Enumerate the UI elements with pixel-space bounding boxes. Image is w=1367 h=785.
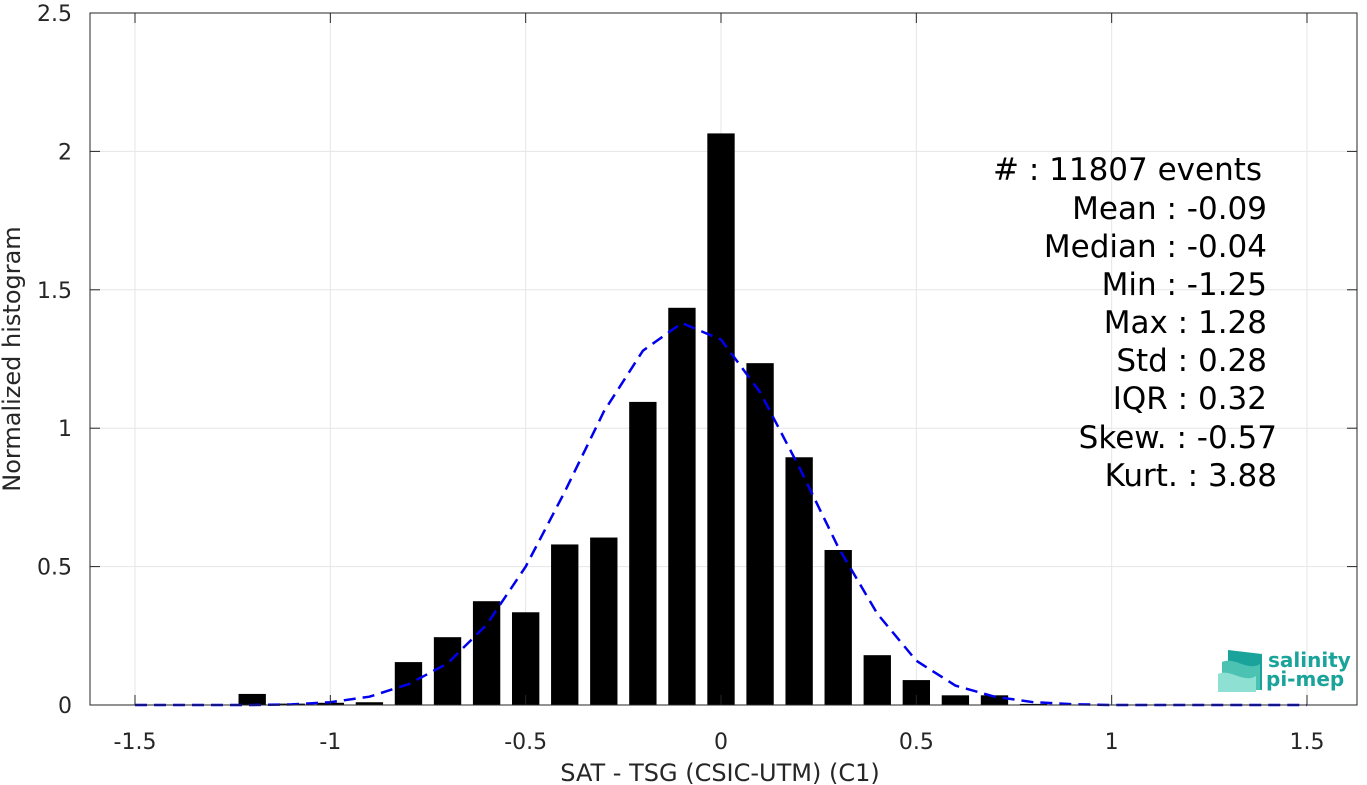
stats-skew: Skew. : -0.57 [1079, 420, 1277, 456]
y-axis-label: Normalized histogram [0, 226, 26, 491]
x-tick-label: 0.5 [899, 730, 934, 755]
histogram-bar [511, 612, 540, 705]
x-tick-label: 1 [1105, 730, 1119, 755]
plot-frame [89, 12, 1358, 706]
histogram-bar [668, 307, 696, 705]
histogram-bars [238, 133, 1048, 705]
stats-iqr: IQR : 0.32 [1113, 381, 1267, 417]
stats-mean: Mean : -0.09 [1072, 191, 1267, 227]
histogram-bar [238, 693, 266, 705]
waves-logo-icon [1218, 650, 1262, 692]
histogram-bar [824, 549, 852, 705]
histogram-bar [980, 695, 1009, 705]
y-tick-label: 2 [58, 140, 72, 165]
histogram-bar [551, 544, 579, 705]
tick-labels: -1.5 -1 -0.5 0 0.5 1 1.5 0 0.5 1 1.5 2 2.5 [37, 2, 1325, 755]
y-tick-label: 1 [58, 417, 72, 442]
stats-events: # : 11807 events [993, 152, 1262, 188]
histogram-bar [785, 457, 813, 705]
x-axis-label: SAT - TSG (CSIC-UTM) (C1) [560, 759, 879, 785]
x-tick-label: -1 [319, 730, 341, 755]
statistics-annotation: # : 11807 events Mean : -0.09 Median : -… [993, 152, 1277, 494]
stats-min: Min : -1.25 [1102, 267, 1267, 303]
histogram-bar [472, 601, 501, 705]
x-tick-label: 0 [714, 730, 728, 755]
x-tick-label: 1.5 [1290, 730, 1325, 755]
histogram-bar [433, 637, 462, 705]
histogram-bar [746, 363, 774, 705]
y-tick-label: 1.5 [37, 279, 72, 304]
y-tick-label: 0 [58, 694, 72, 719]
x-tick-label: -1.5 [114, 730, 157, 755]
logo-line1: salinity [1268, 648, 1351, 672]
histogram-bar [707, 133, 735, 705]
stats-std: Std : 0.28 [1116, 343, 1267, 379]
salinity-pi-mep-logo: salinity pi-mep [1218, 648, 1351, 692]
stats-median: Median : -0.04 [1044, 229, 1267, 265]
histogram-bar [941, 695, 970, 705]
stats-kurt: Kurt. : 3.88 [1105, 458, 1277, 494]
histogram-bar [629, 401, 657, 705]
logo-line2: pi-mep [1266, 667, 1344, 691]
histogram-bar [590, 537, 618, 705]
histogram-bar [1019, 703, 1048, 705]
axes [89, 12, 1358, 706]
x-tick-label: -0.5 [504, 730, 547, 755]
y-tick-label: 0.5 [37, 556, 72, 581]
histogram-bar [863, 655, 891, 705]
stats-max: Max : 1.28 [1104, 305, 1267, 341]
histogram-bar [355, 702, 384, 705]
y-tick-label: 2.5 [37, 2, 72, 27]
